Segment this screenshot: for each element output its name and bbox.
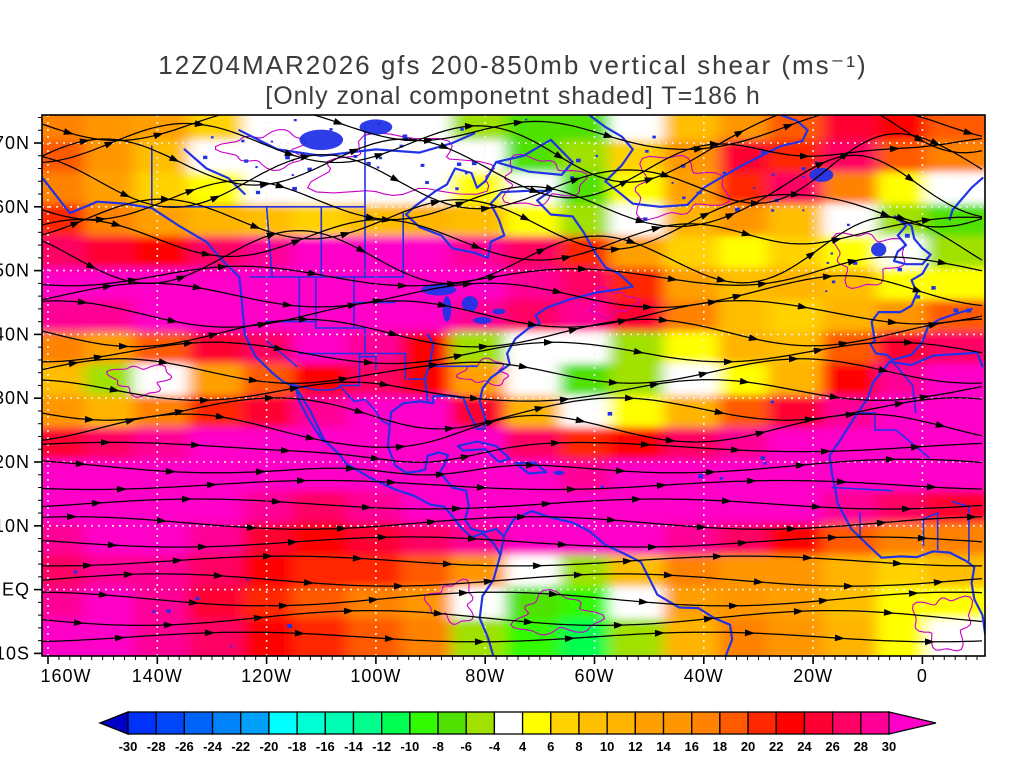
y-tick-label: 70N xyxy=(0,133,30,153)
colorbar-tick-label: -14 xyxy=(344,739,364,754)
y-tick-label: EQ xyxy=(2,580,30,600)
y-tick-label: 10N xyxy=(0,516,30,536)
chart-subtitle: [Only zonal componetnt shaded] T=186 h xyxy=(265,82,761,110)
colorbar-tick-label: -12 xyxy=(372,739,391,754)
colorbar-tick-label: 26 xyxy=(825,739,839,754)
colorbar-tick-label: 8 xyxy=(575,739,582,754)
colorbar-tick-label: 16 xyxy=(684,739,698,754)
x-tick-label: 80W xyxy=(465,666,505,686)
x-tick-label: 120W xyxy=(241,666,292,686)
graticule xyxy=(42,115,985,656)
x-tick-label: 20W xyxy=(793,666,833,686)
colorbar: -30 -28 -26 -24 -22 -20 -18 -16 -14 -12 -10 -8 -6 -4 4… xyxy=(98,711,937,754)
colorbar-tick-label: -24 xyxy=(203,739,223,754)
colorbar-tick-label: -8 xyxy=(432,739,444,754)
colorbar-tick-label: 22 xyxy=(769,739,783,754)
streamlines xyxy=(42,115,983,646)
colorbar-tick-label: 6 xyxy=(547,739,554,754)
chart-header: 12Z04MAR2026 gfs 200-850mb vertical shea… xyxy=(1,50,1024,111)
y-tick-label: 10S xyxy=(0,643,30,663)
colorbar-tick-label: -4 xyxy=(489,739,501,754)
colorbar-tick-label: 10 xyxy=(600,739,614,754)
y-tick-label: 40N xyxy=(0,324,30,344)
x-tick-label: 160W xyxy=(40,666,91,686)
colorbar-arrow-right xyxy=(888,711,937,735)
colorbar-tick-label: 4 xyxy=(519,739,527,754)
coastlines xyxy=(42,115,985,656)
x-tick-label: 40W xyxy=(684,666,724,686)
colorbar-tick-label: -22 xyxy=(231,739,250,754)
colorbar-tick-label: 28 xyxy=(854,739,868,754)
colorbar-tick-label: -28 xyxy=(147,739,166,754)
x-tick-label: 140W xyxy=(132,666,183,686)
y-tick-label: 20N xyxy=(0,452,30,472)
x-tick-label: 60W xyxy=(574,666,614,686)
colorbar-tick-label: 12 xyxy=(628,739,642,754)
colorbar-tick-label: 20 xyxy=(741,739,755,754)
colorbar-tick-label: 30 xyxy=(882,739,896,754)
colorbar-tick-label: 14 xyxy=(656,739,671,754)
colorbar-tick-label: -6 xyxy=(460,739,472,754)
colorbar-tick-label: 18 xyxy=(713,739,727,754)
x-tick-label: 100W xyxy=(350,666,401,686)
colorbar-tick-label: -10 xyxy=(400,739,419,754)
chart-title: 12Z04MAR2026 gfs 200-850mb vertical shea… xyxy=(158,50,868,80)
colorbar-tick-label: 24 xyxy=(797,739,812,754)
colorbar-arrow-left xyxy=(98,711,129,735)
axes: 160W 140W 120W 100W 80W 60W 40W 20W 0 70N 60N 50N 40… xyxy=(0,114,986,686)
map-layers xyxy=(42,115,985,656)
y-tick-label: 50N xyxy=(0,261,30,281)
y-tick-label: 30N xyxy=(0,388,30,408)
secondary-contours xyxy=(105,128,974,652)
colorbar-tick-label: -20 xyxy=(260,739,279,754)
colorbar-tick-label: -18 xyxy=(288,739,307,754)
colorbar-tick-label: -16 xyxy=(316,739,335,754)
x-tick-label: 0 xyxy=(917,666,928,686)
colorbar-tick-label: -30 xyxy=(119,739,138,754)
colorbar-tick-label: -26 xyxy=(175,739,194,754)
y-tick-label: 60N xyxy=(0,197,30,217)
